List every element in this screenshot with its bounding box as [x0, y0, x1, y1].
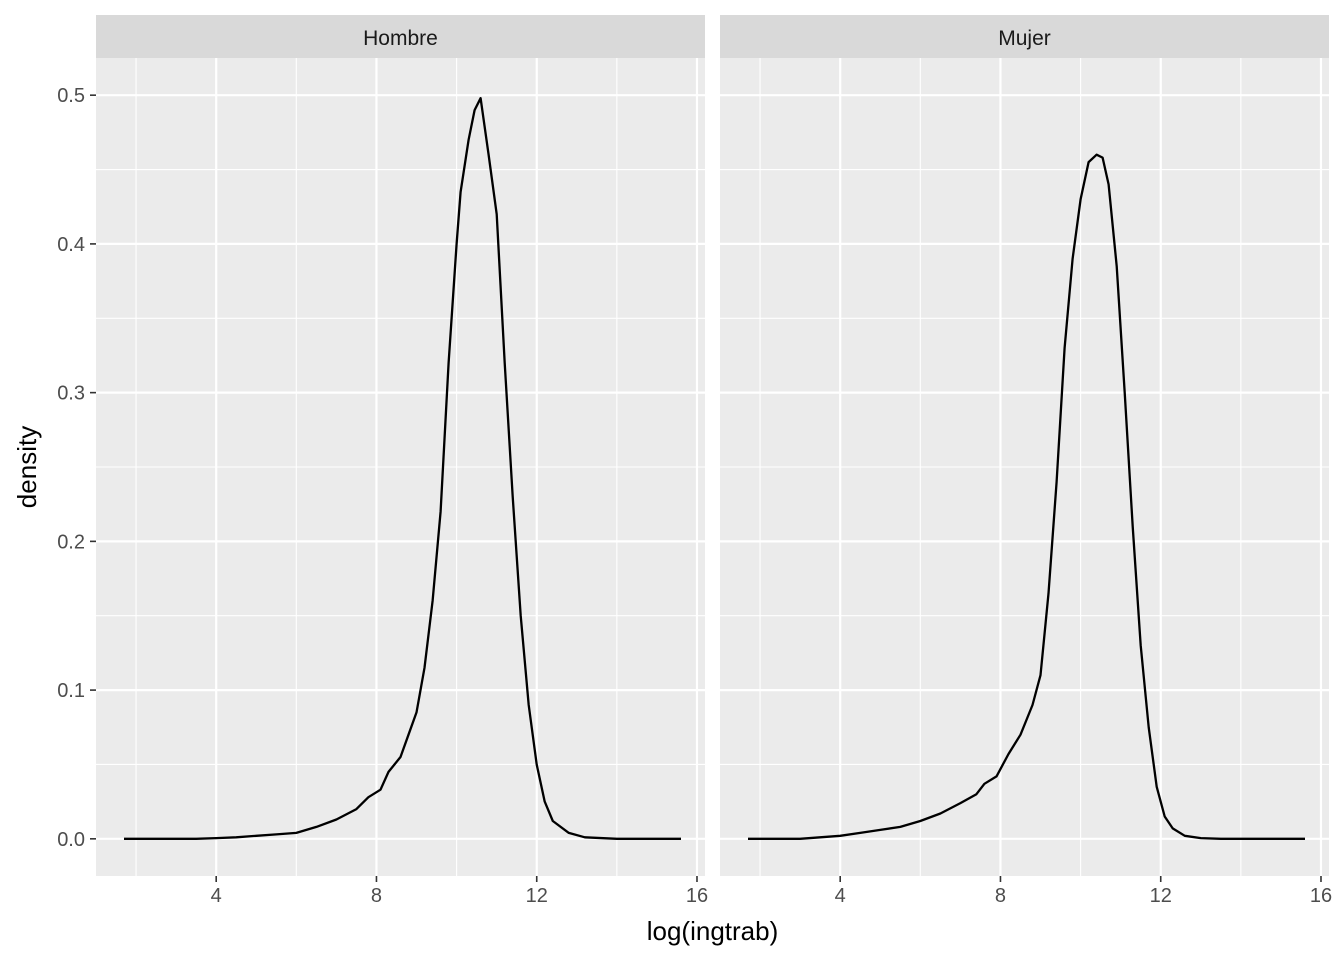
facets-layer: Hombre 4 8 12 16 0.0 0.1 0.2 0.3 0.4 0.5 Mujer 4 8 12 1… — [57, 15, 1332, 907]
facet-strip-label: Mujer — [998, 27, 1051, 50]
facet-panel-mujer: Mujer 4 8 12 16 — [720, 15, 1332, 907]
density-curve-mujer — [748, 153, 1305, 840]
x-axis-title: log(ingtrab) — [647, 916, 779, 946]
x-tick-label: 4 — [211, 885, 222, 907]
facet-strip — [96, 15, 705, 58]
y-tick-label: 0.4 — [57, 234, 85, 256]
y-tick-label: 0.0 — [57, 829, 85, 851]
x-tick-label: 8 — [371, 885, 382, 907]
facet-strip — [720, 15, 1329, 58]
facet-strip-label: Hombre — [363, 27, 438, 50]
y-axis-title: density — [12, 426, 42, 508]
facet-panel-hombre: Hombre 4 8 12 16 0.0 0.1 0.2 0.3 0.4 0.5 — [57, 15, 708, 907]
x-tick-label: 12 — [1150, 885, 1172, 907]
x-tick-label: 12 — [526, 885, 548, 907]
x-tick-label: 16 — [1310, 885, 1332, 907]
y-tick-label: 0.1 — [57, 680, 85, 702]
density-curve-hombre — [124, 97, 681, 840]
x-tick-label: 4 — [835, 885, 846, 907]
y-tick-label: 0.2 — [57, 531, 85, 553]
y-tick-label: 0.3 — [57, 383, 85, 405]
x-tick-label: 8 — [995, 885, 1006, 907]
x-tick-label: 16 — [686, 885, 708, 907]
y-tick-label: 0.5 — [57, 85, 85, 107]
